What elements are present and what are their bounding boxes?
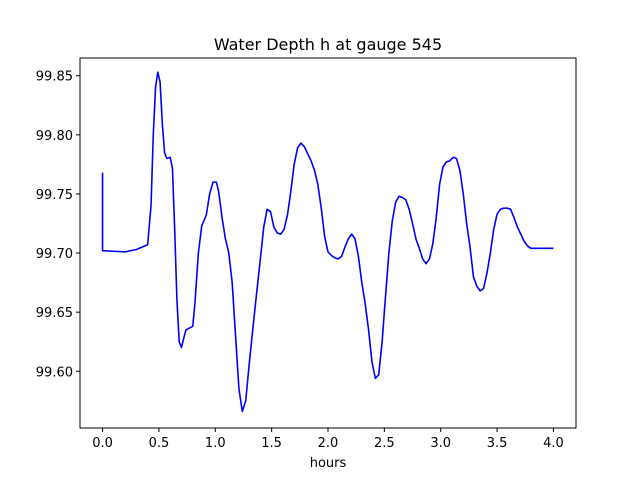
x-axis-label: hours — [310, 456, 347, 471]
y-tick-label: 99.60 — [36, 365, 73, 380]
x-tick-label: 0.5 — [149, 436, 170, 451]
y-axis: 99.60 99.65 99.70 99.75 99.80 99.85 — [36, 70, 80, 380]
x-tick-label: 0.0 — [92, 436, 113, 451]
chart-title: Water Depth h at gauge 545 — [214, 35, 442, 54]
y-tick-label: 99.75 — [36, 188, 73, 203]
x-tick-label: 2.5 — [374, 436, 395, 451]
x-tick-label: 4.0 — [543, 436, 564, 451]
x-tick-label: 3.5 — [487, 436, 508, 451]
x-tick-label: 3.0 — [430, 436, 451, 451]
x-tick-label: 1.0 — [205, 436, 226, 451]
plot-line-layer — [101, 71, 554, 413]
y-tick-label: 99.80 — [36, 129, 73, 144]
series-line-0 — [101, 71, 554, 413]
y-tick-label: 99.85 — [36, 70, 73, 85]
x-axis: 0.0 0.5 1.0 1.5 2.0 2.5 3.0 3.5 4.0 — [92, 428, 564, 451]
y-tick-label: 99.65 — [36, 306, 73, 321]
x-tick-label: 2.0 — [318, 436, 339, 451]
x-tick-label: 1.5 — [261, 436, 282, 451]
y-tick-label: 99.70 — [36, 247, 73, 262]
